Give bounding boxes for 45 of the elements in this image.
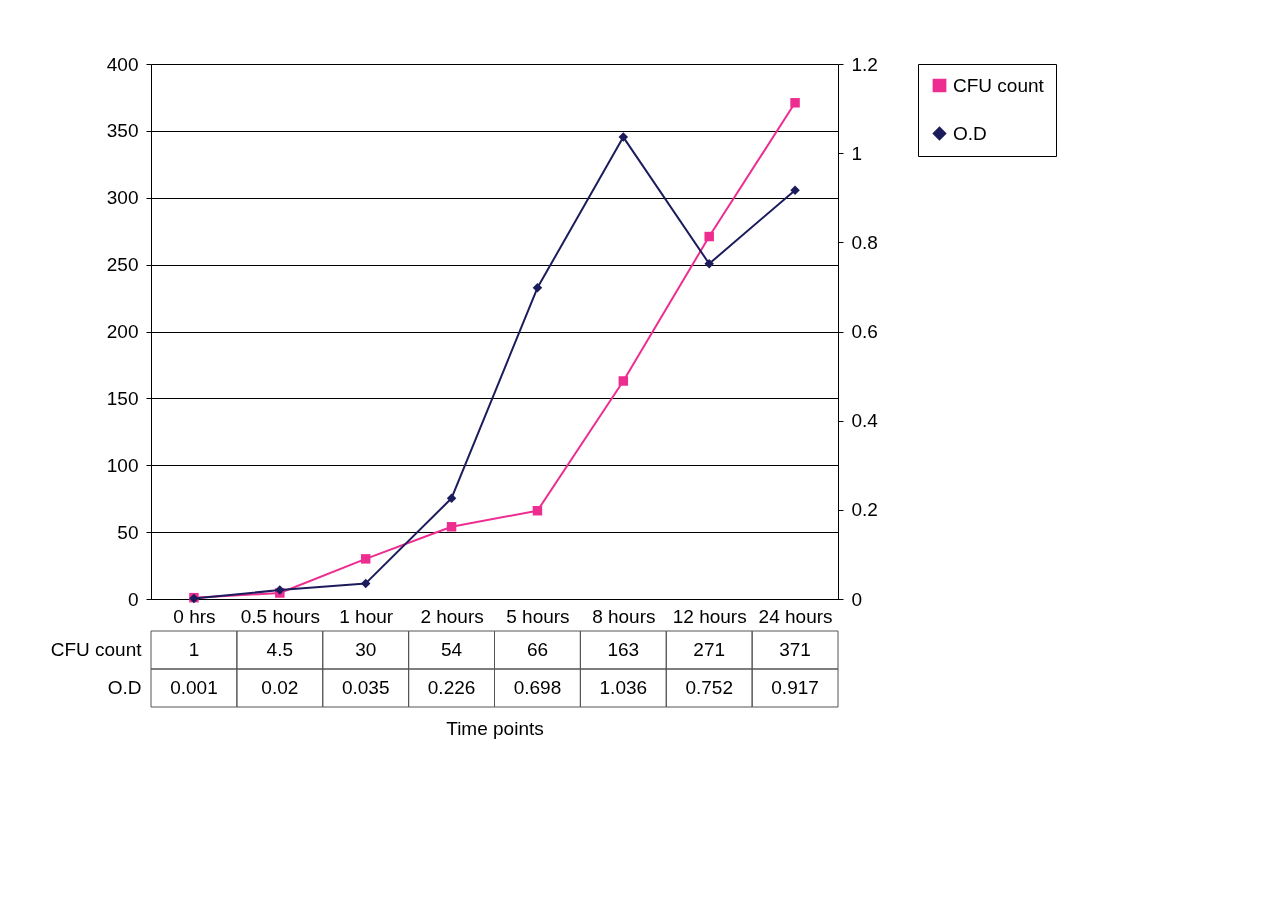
x-tick-label: 24 hours (758, 605, 833, 627)
data-label: 0.001 (170, 677, 218, 698)
data-label: 0.698 (513, 677, 562, 698)
data-label: 271 (693, 639, 726, 660)
data-label: 4.5 (266, 639, 294, 660)
data-label: 371 (779, 639, 811, 660)
y-tick-label: 100 (106, 454, 139, 476)
x-tick-label: 2 hours (420, 605, 484, 627)
y-tick-label: 200 (106, 321, 139, 342)
y2-tick-label: 1.2 (851, 53, 878, 75)
data-label: 0.752 (685, 677, 733, 698)
text: CFU count (50, 639, 142, 660)
legend-label: CFU count (953, 74, 1045, 96)
data-label: 0.226 (427, 677, 476, 698)
y2-tick-label: 0.2 (851, 499, 878, 521)
x-tick-label: 0 hrs (173, 605, 216, 627)
legend-label: O.D (953, 122, 987, 144)
y-tick-label: 0 (127, 588, 139, 610)
data-label: 54 (440, 639, 463, 660)
data-label: 66 (526, 639, 549, 660)
x-tick-label: 5 hours (506, 605, 570, 627)
data-label: 30 (355, 639, 377, 660)
text: O.D (107, 677, 142, 698)
data-label: 0.917 (771, 677, 819, 698)
y-tick-label: 250 (106, 254, 139, 276)
y2-tick-label: 0.4 (851, 410, 879, 432)
y-tick-label: 350 (106, 120, 139, 142)
x-tick-label: 1 hour (339, 605, 394, 627)
x-tick-label: 0.5 hours (240, 605, 320, 627)
y2-tick-label: 1 (851, 142, 863, 164)
y2-tick-label: 0 (851, 588, 863, 610)
data-label: 1.036 (599, 677, 648, 698)
y-tick-label: 50 (117, 521, 139, 543)
x-tick-label: 8 hours (592, 605, 656, 627)
data-label: 0.035 (341, 677, 390, 698)
data-label: 0.02 (261, 677, 299, 698)
x-axis-title: Time points (446, 717, 544, 739)
x-tick-label: 12 hours (672, 605, 747, 627)
y2-tick-label: 0.8 (851, 231, 878, 253)
y-tick-label: 300 (106, 187, 139, 209)
y-tick-label: 150 (106, 387, 139, 409)
y2-tick-label: 0.6 (851, 321, 878, 342)
y-tick-label: 400 (106, 53, 139, 75)
data-label: 1 (188, 639, 200, 660)
data-label: 163 (607, 639, 640, 660)
